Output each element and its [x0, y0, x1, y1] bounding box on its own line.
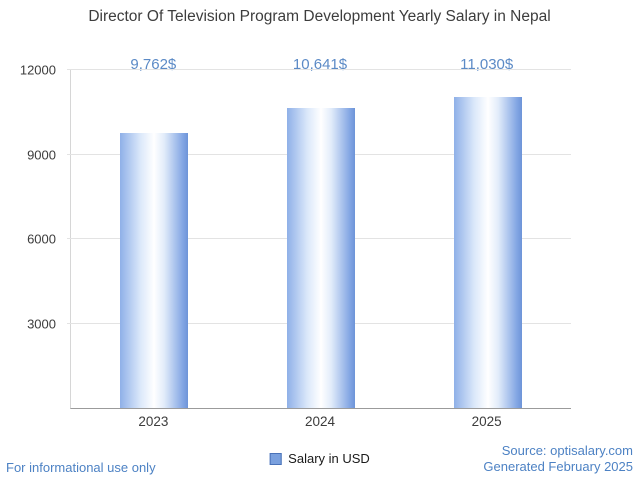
source-info: Source: optisalary.com Generated Februar…	[483, 443, 633, 475]
y-tick-label: 6000	[27, 231, 56, 247]
disclaimer-text: For informational use only	[6, 460, 156, 475]
bar-2024	[287, 108, 355, 408]
x-axis-category-label: 2024	[304, 414, 336, 429]
value-slot: 11,030$	[403, 54, 570, 74]
y-tick-label: 9000	[27, 147, 56, 162]
x-slot: 2025	[403, 414, 570, 432]
y-axis-labels: 3000 6000 9000 12000	[0, 63, 64, 408]
bar-slot	[238, 70, 405, 408]
generated-date: Generated February 2025	[483, 459, 633, 474]
bars-container	[71, 70, 571, 408]
gridline	[67, 69, 571, 70]
x-slot: 2024	[237, 414, 404, 432]
bar-slot	[71, 70, 238, 408]
bar-value-label: 11,030$	[460, 55, 514, 73]
source-link[interactable]: Source: optisalary.com	[501, 443, 633, 458]
bar-value-label: 10,641$	[292, 55, 348, 73]
x-axis-category-label: 2025	[471, 414, 502, 429]
x-axis-labels: 2023 2024 2025	[70, 414, 570, 432]
y-tick-label: 3000	[27, 316, 56, 331]
y-tick-label: 12000	[19, 62, 56, 78]
legend: Salary in USD	[269, 451, 370, 466]
plot-area	[67, 69, 571, 409]
bar-value-label: 9,762$	[130, 55, 177, 73]
legend-swatch-icon	[269, 452, 282, 465]
bar-2025	[453, 97, 522, 408]
bar-slot	[404, 70, 571, 408]
x-axis-category-label: 2023	[138, 414, 169, 429]
legend-label: Salary in USD	[288, 451, 370, 466]
chart-title: Director Of Television Program Developme…	[88, 8, 551, 25]
value-slot: 9,762$	[70, 54, 237, 74]
value-slot: 10,641$	[237, 54, 404, 74]
bar-2023	[120, 133, 189, 408]
value-labels-row: 9,762$ 10,641$ 11,030$	[70, 54, 570, 74]
x-slot: 2023	[70, 414, 237, 432]
